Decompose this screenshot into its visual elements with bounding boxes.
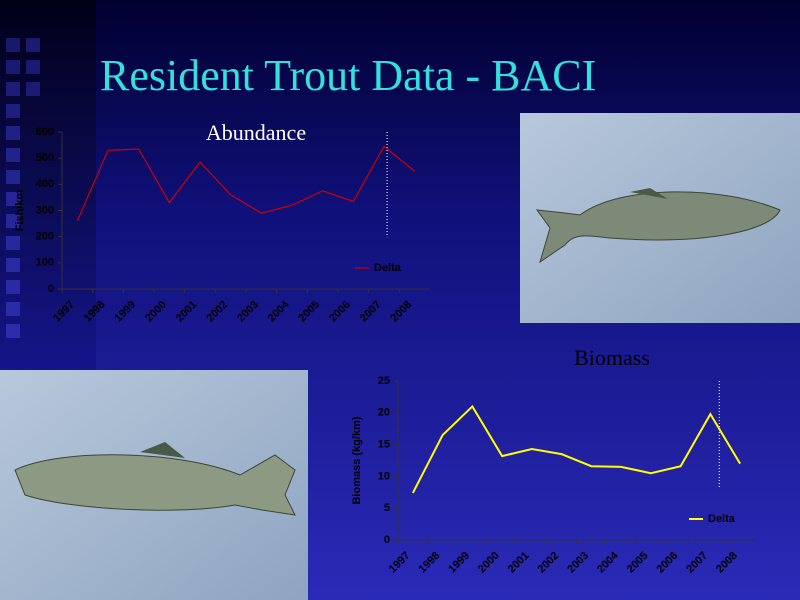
y-tick-label: 0 — [48, 283, 54, 295]
decor-square — [6, 258, 20, 272]
photo-top — [520, 113, 800, 323]
y-tick-label: 5 — [384, 502, 390, 514]
data-line — [76, 145, 416, 222]
decor-square — [6, 126, 20, 140]
decor-square — [6, 38, 20, 52]
fish — [535, 191, 781, 264]
decor-square — [6, 280, 20, 294]
y-tick-label: 25 — [378, 375, 390, 387]
y-tick-label: 400 — [36, 178, 54, 190]
decor-square — [6, 82, 20, 96]
slide-title: Resident Trout Data - BACI — [100, 51, 596, 100]
decor-square — [6, 170, 20, 184]
y-tick-label: 20 — [378, 407, 390, 419]
legend-label: Delta — [708, 513, 736, 525]
photo-bottom — [0, 370, 308, 600]
decor-square — [6, 324, 20, 338]
decor-square — [6, 302, 20, 316]
y-tick-label: 0 — [384, 534, 390, 546]
y-tick-label: 10 — [378, 470, 390, 482]
decor-square — [6, 60, 20, 74]
y-tick-label: 500 — [36, 152, 54, 164]
decor-square — [26, 38, 40, 52]
decor-square — [26, 82, 40, 96]
y-tick-label: 200 — [36, 231, 54, 243]
y-tick-label: 15 — [378, 439, 390, 451]
y-tick-label: 300 — [36, 204, 54, 216]
decor-square — [6, 236, 20, 250]
fin — [630, 188, 668, 199]
y-axis-label: Biomass (kg/km) — [351, 416, 363, 504]
fish — [14, 454, 296, 516]
legend-label: Delta — [374, 262, 402, 274]
decor-squares — [6, 38, 40, 338]
decor-square — [6, 192, 20, 206]
decor-square — [26, 60, 40, 74]
chart-title: Abundance — [206, 120, 306, 145]
decor-square — [6, 148, 20, 162]
data-line — [411, 404, 741, 494]
decor-square — [6, 214, 20, 228]
y-axis-label: Fish/km — [14, 190, 26, 232]
fin — [140, 442, 185, 458]
decor-square — [6, 104, 20, 118]
y-tick-label: 600 — [36, 126, 54, 138]
y-tick-label: 100 — [36, 257, 54, 269]
chart-title: Biomass — [574, 345, 650, 370]
